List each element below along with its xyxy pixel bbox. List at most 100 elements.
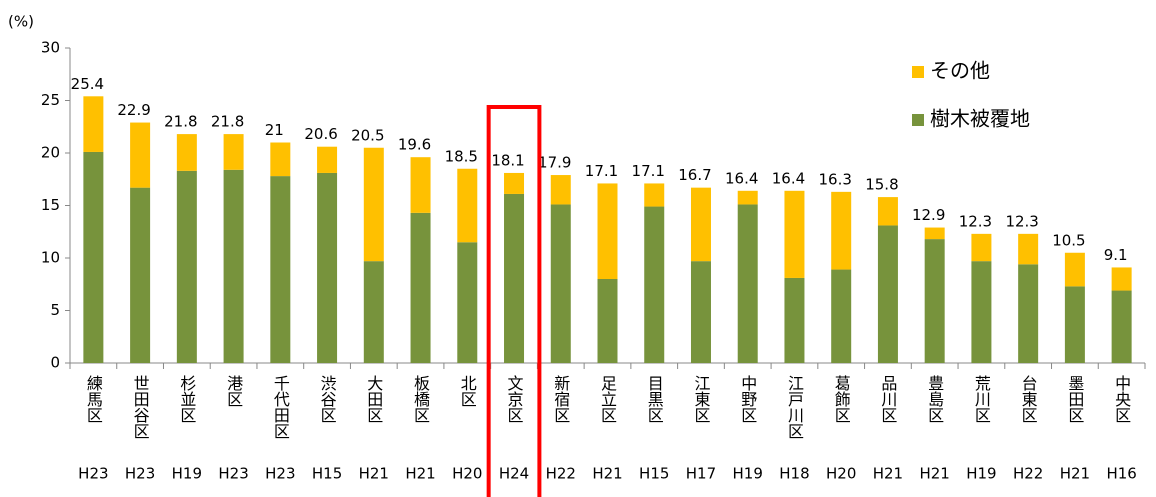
x-tick-label: 豊島区 xyxy=(925,375,944,423)
bar-segment xyxy=(363,147,384,262)
year-label: H23 xyxy=(265,465,295,483)
year-label: H23 xyxy=(218,465,248,483)
total-label: 16.3 xyxy=(818,170,851,188)
x-tick-label: 港区 xyxy=(224,375,243,407)
x-tick-label: 目黒区 xyxy=(645,375,664,423)
total-label: 18.5 xyxy=(445,147,478,165)
bar-segment xyxy=(317,172,338,363)
year-label: H21 xyxy=(405,465,435,483)
x-tick-label: 荒川区 xyxy=(972,375,991,423)
x-tick-label: 板橋区 xyxy=(411,375,430,423)
bar-segment xyxy=(410,157,431,213)
x-tick-label: 品川区 xyxy=(878,375,897,423)
year-label: H16 xyxy=(1106,465,1136,483)
y-tick-label: 25 xyxy=(41,91,60,109)
year-label: H21 xyxy=(1060,465,1090,483)
total-label: 18.1 xyxy=(491,151,524,169)
bar-segment xyxy=(457,242,478,363)
y-tick-label: 20 xyxy=(41,144,60,162)
bar-segment xyxy=(83,151,104,363)
bar-segment xyxy=(550,175,571,205)
year-label: H22 xyxy=(546,465,576,483)
x-tick-label: 杉並区 xyxy=(177,375,196,423)
legend-label: 樹木被覆地 xyxy=(930,107,1030,131)
total-label: 21 xyxy=(265,121,284,139)
bar-segment xyxy=(644,183,665,207)
x-tick-label: 文京区 xyxy=(505,375,524,423)
x-tick-label: 江戸川区 xyxy=(785,375,804,439)
bar-segment xyxy=(690,187,711,262)
legend-box xyxy=(890,48,1050,153)
total-label: 17.1 xyxy=(585,162,618,180)
bar-segment xyxy=(924,239,945,363)
x-tick-label: 墨田区 xyxy=(1065,375,1084,423)
x-tick-label: 北区 xyxy=(458,375,477,407)
x-tick-label: 新宿区 xyxy=(551,375,570,423)
total-label: 15.8 xyxy=(865,176,898,194)
total-label: 10.5 xyxy=(1052,231,1085,249)
bar-segment xyxy=(971,261,992,363)
bar-segment xyxy=(130,187,151,363)
legend-swatch xyxy=(912,66,924,78)
year-label: H15 xyxy=(639,465,669,483)
x-tick-label: 江東区 xyxy=(691,375,710,423)
year-label: H24 xyxy=(499,465,529,483)
total-label: 20.5 xyxy=(351,126,384,144)
bar-segment xyxy=(504,193,525,363)
x-tick-label: 世田谷区 xyxy=(131,375,150,439)
bar-segment xyxy=(130,122,151,188)
bar-segment xyxy=(457,168,478,243)
total-label: 21.8 xyxy=(211,113,244,131)
bar-segment xyxy=(270,142,291,177)
total-label: 12.9 xyxy=(912,206,945,224)
year-label: H20 xyxy=(452,465,482,483)
total-label: 20.6 xyxy=(304,125,337,143)
bar-segment xyxy=(1018,264,1039,363)
y-tick-label: 0 xyxy=(50,354,60,372)
highlight-frame xyxy=(486,105,542,497)
bar-segment xyxy=(363,261,384,363)
total-label: 25.4 xyxy=(71,75,104,93)
legend-label: その他 xyxy=(930,59,990,83)
total-label: 12.3 xyxy=(1005,212,1038,230)
bar-segment xyxy=(176,170,197,363)
bar-segment xyxy=(83,96,104,152)
bar-segment xyxy=(410,212,431,363)
bar-segment xyxy=(597,279,618,363)
bar-segment xyxy=(971,233,992,262)
bar-segment xyxy=(504,172,525,194)
bar-segment xyxy=(737,204,758,363)
x-tick-label: 台東区 xyxy=(1019,375,1038,423)
bar-segment xyxy=(550,204,571,363)
year-label: H23 xyxy=(125,465,155,483)
x-tick-label: 渋谷区 xyxy=(318,375,337,423)
year-label: H23 xyxy=(78,465,108,483)
total-label: 12.3 xyxy=(959,212,992,230)
year-label: H17 xyxy=(686,465,716,483)
year-label: H21 xyxy=(873,465,903,483)
total-label: 16.4 xyxy=(725,169,758,187)
bar-segment xyxy=(176,134,197,171)
x-tick-label: 足立区 xyxy=(598,375,617,423)
x-tick-label: 中央区 xyxy=(1112,375,1131,423)
year-label: H20 xyxy=(826,465,856,483)
bar-segment xyxy=(1018,233,1039,265)
year-label: H18 xyxy=(779,465,809,483)
bar-segment xyxy=(1111,267,1132,291)
bar-segment xyxy=(784,277,805,363)
year-label: H22 xyxy=(1013,465,1043,483)
bar-segment xyxy=(784,190,805,278)
y-tick-label: 15 xyxy=(41,196,60,214)
bar-segment xyxy=(831,269,852,363)
year-label: H21 xyxy=(592,465,622,483)
x-tick-label: 大田区 xyxy=(364,375,383,423)
year-label: H21 xyxy=(359,465,389,483)
bar-segment xyxy=(1064,252,1085,287)
bar-segment xyxy=(223,134,244,170)
bar-segment xyxy=(317,146,338,173)
bar-segment xyxy=(644,206,665,363)
bar-segment xyxy=(270,176,291,363)
y-tick-label: 5 xyxy=(50,301,60,319)
legend-swatch xyxy=(912,114,924,126)
